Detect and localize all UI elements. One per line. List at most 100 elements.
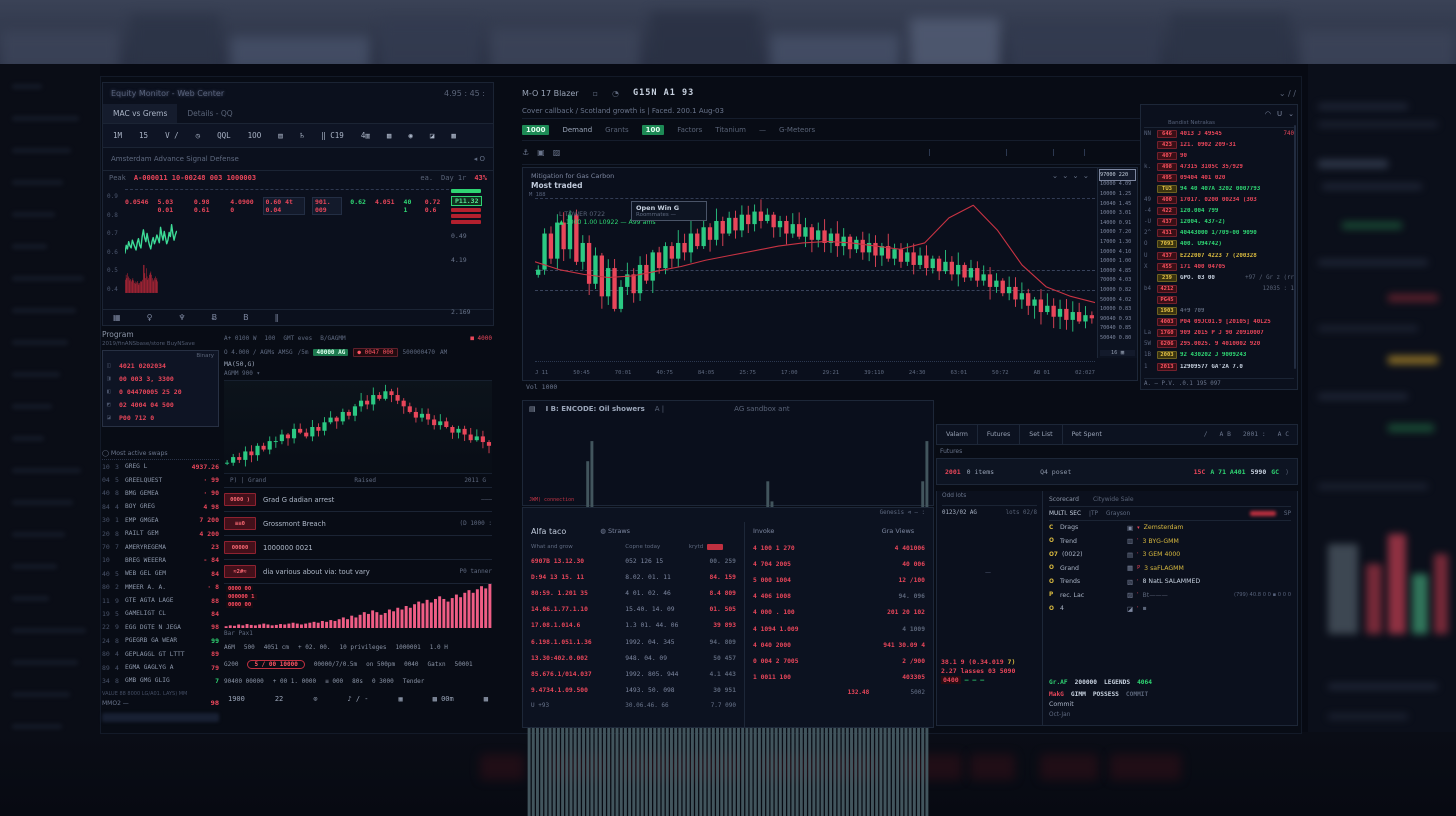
col-sp[interactable]: SP	[1283, 510, 1291, 517]
list-item[interactable]: 19 5 GAMELIGT CL 84	[102, 607, 219, 620]
list-item[interactable]: 70 7 AMERYREGEMA 23	[102, 540, 219, 553]
chart-corner-icons[interactable]: ⌄⌄⌄⌄	[1051, 171, 1093, 180]
program-row[interactable]: ◫ 4021 0202034	[107, 359, 214, 372]
tables-corner-controls[interactable]: Genesis ⊲ — :	[879, 510, 925, 516]
watchlist-row[interactable]: 4003 P04 09JC01.9 [20105] 40L25	[1144, 317, 1294, 328]
list-item[interactable]: 20 8 RAILT GEM 4 200	[102, 527, 219, 540]
col-tp[interactable]: |TP	[1089, 510, 1099, 517]
footer-icon[interactable]: ▦	[113, 313, 121, 322]
table-row[interactable]: 14.06.1.77.1.10 15.40. 14. 09 01. 505	[531, 602, 736, 618]
mini-button[interactable]: 500	[243, 644, 255, 651]
action-icon[interactable]: 22	[274, 694, 284, 703]
chevron-down-icon[interactable]: ⌄	[1288, 109, 1294, 118]
col-header[interactable]: Gra Views	[881, 527, 915, 535]
score-item[interactable]: O Trends	[1049, 575, 1127, 589]
mini-button[interactable]: Tender	[402, 678, 425, 685]
filter-tab[interactable]: 1000	[522, 124, 550, 135]
watchlist-row[interactable]: -U 437 12004. 437-2)	[1144, 217, 1294, 228]
list-item[interactable]: 22 9 EGG DGTE N JEGA 98	[102, 621, 219, 634]
action-icon[interactable]: ▩	[483, 694, 488, 703]
green-badge[interactable]: 40000 AG	[313, 349, 349, 356]
toolbar-item[interactable]: 1OO	[247, 131, 262, 140]
table-row[interactable]: 4 100 1 270 4 401006	[753, 540, 925, 556]
table-row[interactable]: 4 406 1008 94. 096	[753, 589, 925, 605]
list-item[interactable]: 84 4 BOY GREG 4 98	[102, 500, 219, 513]
table-row[interactable]: 13.30:402.0.002 948. 04. 09 50 457	[531, 650, 736, 666]
alert-row[interactable]: 0000 ) Grad G dadian arrest ———	[224, 487, 492, 511]
mini-button[interactable]: 0 3000	[372, 678, 394, 685]
table-row[interactable]: 6.198.1.051.1.36 1992. 04. 345 94. 809	[531, 634, 736, 650]
watchlist-row[interactable]: 49 400 17017. 0200 00234 (303	[1144, 195, 1294, 206]
panel-icon[interactable]: ▤	[529, 405, 536, 413]
toolbar-item[interactable]: ‖ C19	[321, 131, 344, 140]
filter-tab[interactable]: G-Meteors	[778, 125, 816, 134]
watchlist-row[interactable]: TU3 94 40 407A 3202 0007793	[1144, 183, 1294, 194]
mini-button[interactable]: 10 privileges	[339, 644, 387, 651]
footer-icon[interactable]: B	[243, 313, 249, 322]
search-icon[interactable]: ◠	[1264, 109, 1271, 118]
watchlist-row[interactable]: U 437 E222007 4223 7 (200328	[1144, 250, 1294, 261]
checklist-item[interactable]: ▤ ' 3 GEM 4000	[1127, 548, 1291, 562]
score-item[interactable]: O7 (0022)	[1049, 548, 1127, 562]
toolbar-item[interactable]: ◉	[408, 131, 413, 140]
col-grayson[interactable]: Grayson	[1106, 510, 1131, 517]
scrollbar[interactable]	[1294, 125, 1296, 369]
program-row[interactable]: ◧ 0 04470005 25 20	[107, 385, 214, 398]
mini-button[interactable]: 1000001	[395, 644, 421, 651]
table-row[interactable]: 4 040 2000 941 30.09 4	[753, 637, 925, 653]
watchlist-row[interactable]: X 455 171 400 04705	[1144, 261, 1294, 272]
list-item[interactable]: 10 3 GREG L 4937.26	[102, 460, 219, 473]
pattern-icon[interactable]: ▨	[552, 148, 561, 157]
filter-tab[interactable]: Factors	[677, 125, 703, 134]
mini-button[interactable]: + 00 1. 0000	[272, 678, 317, 685]
col-header[interactable]: Invoke	[753, 527, 775, 535]
filter-tab[interactable]: Grants	[605, 125, 629, 134]
watchlist-row[interactable]: O 7093 400. U94742)	[1144, 239, 1294, 250]
program-row[interactable]: ◨ 00 003 3, 3300	[107, 372, 214, 385]
watchlist-row[interactable]: 1B 2003 92 430202 J 9009243	[1144, 350, 1294, 361]
list-item[interactable]: 40 5 WEB GEL GEM 84	[102, 567, 219, 580]
mini-button[interactable]: 1.0 H	[429, 644, 448, 651]
action-icon[interactable]: ⊙	[313, 694, 318, 703]
ma-sub-label[interactable]: AGMM 900 ▾	[224, 370, 261, 377]
tab-valarm[interactable]: Valarm	[937, 425, 978, 444]
table-row[interactable]: 4 704 2005 40 006	[753, 556, 925, 572]
ac-control[interactable]: A C	[1277, 431, 1289, 438]
watchlist-row[interactable]: b4 4212 12035 : 1	[1144, 283, 1294, 294]
action-icon[interactable]: ▦	[398, 694, 403, 703]
tab-pet-spent[interactable]: Pet Spent	[1071, 431, 1102, 438]
filter-tab[interactable]: —	[758, 125, 766, 134]
window-icon-2[interactable]: ◔	[612, 88, 620, 98]
list-item[interactable]: 40 8 BMG GEMEA · 90	[102, 487, 219, 500]
action-icon[interactable]: ▩ 00m	[432, 694, 454, 703]
toolbar-item[interactable]: QQL	[217, 131, 231, 140]
alert-row[interactable]: ≈2#≈ dia various about via: tout vary P0…	[224, 559, 492, 583]
odd-lots-row[interactable]: 0123/02 AG lots 02/8	[942, 506, 1037, 519]
toolbar-item[interactable]: ◷	[195, 131, 201, 140]
tab-set-list[interactable]: Set List	[1020, 425, 1063, 444]
checklist-item[interactable]: ▦ P 3 saFLAGMM	[1127, 562, 1291, 576]
anchor-icon[interactable]: ⚓	[522, 148, 530, 157]
red-badge[interactable]: ● 0047 000	[353, 348, 398, 357]
mini-button[interactable]: 0040	[404, 661, 419, 668]
list-item[interactable]: 80 4 GEPLAGGL GT LTTT 89	[102, 647, 219, 660]
checkbox-icon[interactable]: ▣	[1127, 523, 1134, 532]
program-row[interactable]: ◩ 02 4004 04 500	[107, 398, 214, 411]
checklist-item[interactable]: ▣ ▾ Zemsterdam	[1127, 521, 1291, 535]
footer-icon[interactable]: ‖	[274, 313, 279, 322]
window-icon-1[interactable]: ▫	[592, 88, 599, 98]
score-item[interactable]: C Drags	[1049, 521, 1127, 535]
price-scale[interactable]: 97000 220 10000 4.09 10000 1.25 10040 1.45 1…	[1097, 168, 1137, 358]
futures-quote-row[interactable]: 2001 0 items Q4 poset 15C A 71 A401 5990…	[936, 458, 1298, 485]
footer-icon[interactable]: ♆	[178, 313, 186, 322]
list-item[interactable]: 80 2 MMEER A. A. · 8	[102, 581, 219, 594]
tab-mac-vs-grems[interactable]: MAC vs Grems	[103, 104, 178, 123]
toolbar-item[interactable]: ◪	[429, 131, 435, 140]
chevron-right-icon[interactable]: ⟩	[1285, 467, 1289, 476]
col-header[interactable]: Copne today	[625, 543, 661, 550]
table-row[interactable]: D:94 13 15. 11 8.02. 01. 11 84. 159	[531, 569, 736, 585]
footer-icon[interactable]: Ƀ	[211, 313, 218, 322]
table-row[interactable]: 4 1094 1.009 4 1009	[753, 621, 925, 637]
toolbar-item[interactable]: V /	[165, 131, 179, 140]
list-item[interactable]: 89 4 EGMA GAGLYG A 79	[102, 661, 219, 674]
